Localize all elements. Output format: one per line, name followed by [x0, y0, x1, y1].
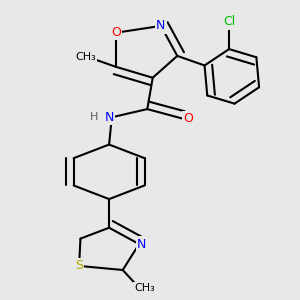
Text: S: S [75, 260, 83, 272]
Text: N: N [156, 20, 166, 32]
Text: CH₃: CH₃ [76, 52, 96, 62]
Text: Cl: Cl [223, 15, 235, 28]
Text: H: H [90, 112, 98, 122]
Text: CH₃: CH₃ [134, 283, 155, 293]
Text: N: N [137, 238, 146, 250]
Text: N: N [104, 111, 114, 124]
Text: O: O [183, 112, 193, 125]
Text: O: O [111, 26, 121, 39]
